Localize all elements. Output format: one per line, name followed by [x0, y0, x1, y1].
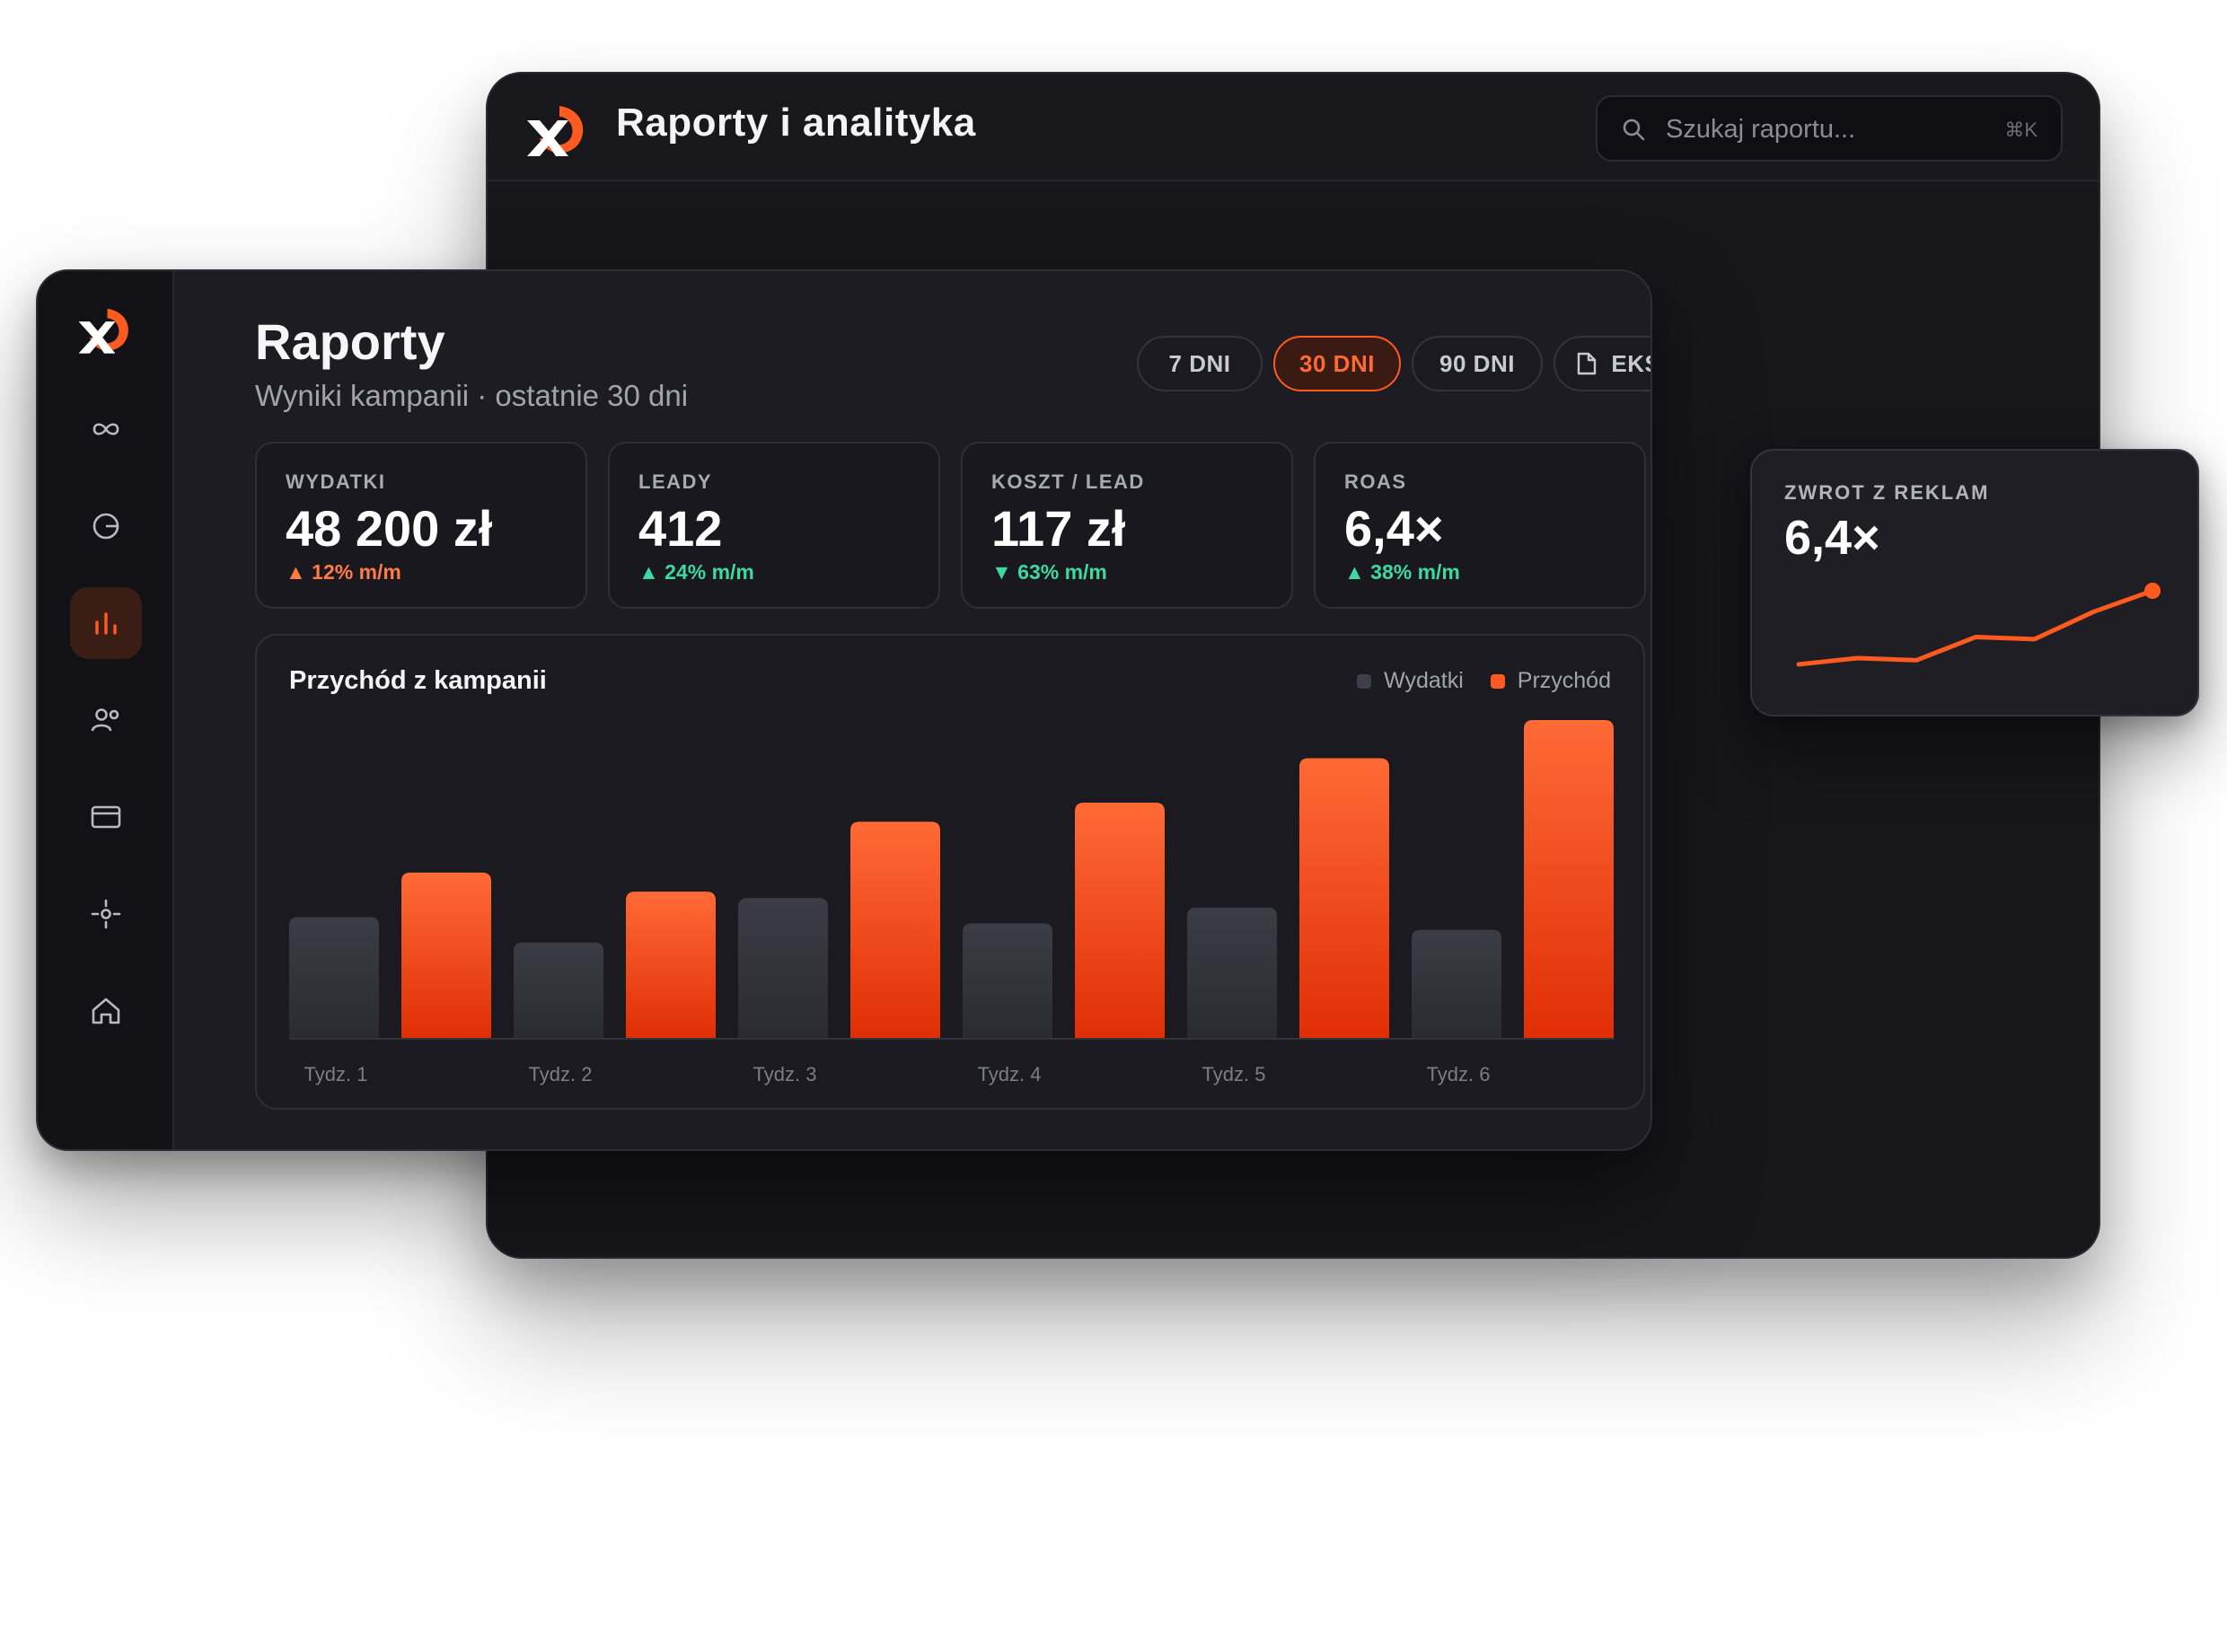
sidebar-item-overview[interactable]: [70, 490, 142, 562]
bar-spend[interactable]: [1187, 907, 1277, 1038]
sidebar-item-reports[interactable]: [70, 587, 142, 659]
sidebar-item-home[interactable]: [70, 975, 142, 1047]
x-tick-label: Tydz. 6: [1427, 1063, 1491, 1085]
reports-window: Raporty Wyniki kampanii · ostatnie 30 dn…: [36, 269, 1652, 1151]
page-title: Raporty: [255, 313, 445, 370]
brand-logo-icon[interactable]: [75, 303, 133, 356]
page-subtitle: Wyniki kampanii · ostatnie 30 dni: [255, 379, 689, 412]
kpi-card-leads: LEADY 412 ▲ 24% m/m: [608, 442, 940, 609]
bar-chart-icon: [95, 612, 117, 635]
bar-spend[interactable]: [1412, 929, 1501, 1038]
x-tick-label: Tydz. 5: [1202, 1063, 1266, 1085]
bar-spend[interactable]: [289, 917, 379, 1038]
search-shortcut-hint: ⌘K: [2004, 119, 2038, 141]
sidebar-item-targeting[interactable]: [70, 878, 142, 950]
legend-swatch: [1490, 673, 1505, 689]
x-tick-label: Tydz. 4: [978, 1063, 1042, 1085]
range-30-days-button[interactable]: 30 DNI: [1273, 336, 1401, 391]
bar-revenue[interactable]: [626, 892, 716, 1038]
kpi-delta: ▲ 12% m/m: [286, 560, 401, 584]
roas-floating-card: ZWROT Z REKLAM 6,4×: [1750, 449, 2199, 716]
range-90-days-button[interactable]: 90 DNI: [1412, 336, 1543, 391]
bar-revenue[interactable]: [1299, 758, 1389, 1038]
export-button[interactable]: EKSPORT: [1554, 336, 1650, 391]
legend-swatch: [1357, 673, 1372, 689]
kpi-label: LEADY: [638, 470, 713, 493]
legend-label: Wydatki: [1384, 668, 1464, 693]
kpi-label: WYDATKI: [286, 470, 386, 493]
kpi-label: ROAS: [1344, 470, 1407, 493]
brand-logo-icon: [527, 106, 584, 156]
back-header: Raporty i analityka Szukaj raportu... ⌘K: [488, 74, 2099, 181]
home-icon: [92, 997, 120, 1024]
credit-card-icon: [91, 805, 121, 829]
roas-sparkline: [1796, 583, 2161, 667]
bar-spend[interactable]: [738, 898, 828, 1038]
export-label: EKSPORT: [1611, 349, 1650, 377]
kpi-value: 6,4×: [1344, 500, 1444, 557]
kpi-card-spend: WYDATKI 48 200 zł ▲ 12% m/m: [255, 442, 587, 609]
app-title: Raporty i analityka: [616, 101, 976, 145]
bar-revenue[interactable]: [401, 872, 491, 1038]
sidebar-item-campaigns[interactable]: [70, 393, 142, 465]
legend-item-revenue[interactable]: Przychód: [1490, 668, 1611, 694]
kpi-delta: ▲ 38% m/m: [1344, 560, 1460, 584]
kpi-delta: ▲ 24% m/m: [638, 560, 754, 584]
roas-label: ZWROT Z REKLAM: [1784, 481, 1990, 504]
kpi-delta: ▼ 63% m/m: [991, 560, 1107, 584]
roas-value: 6,4×: [1784, 511, 1880, 565]
sidebar-item-audience[interactable]: [70, 684, 142, 756]
target-icon: [91, 899, 121, 929]
sidebar-item-billing[interactable]: [70, 781, 142, 853]
sparkline-end-dot: [2144, 583, 2161, 599]
main-content: Raporty Wyniki kampanii · ostatnie 30 dn…: [174, 271, 1650, 1149]
pie-chart-icon: [92, 513, 119, 540]
chart-legend: Wydatki Przychód: [1330, 668, 1611, 694]
x-tick-label: Tydz. 2: [529, 1063, 593, 1085]
sparkline-path: [1796, 588, 2155, 667]
legend-label: Przychód: [1517, 668, 1611, 693]
kpi-label: KOSZT / LEAD: [991, 470, 1145, 493]
document-icon: [1578, 352, 1597, 375]
revenue-bar-chart: Tydz. 1 Tydz. 2 Tydz. 3 Tydz. 4 Tydz. 5 Tydz.…: [289, 720, 1615, 1085]
search-input[interactable]: Szukaj raportu...: [1666, 115, 1856, 144]
kpi-card-cost-per-lead: KOSZT / LEAD 117 zł ▼ 63% m/m: [961, 442, 1293, 609]
x-tick-label: Tydz. 3: [753, 1063, 817, 1085]
bar-revenue[interactable]: [1075, 803, 1165, 1038]
chart-title: Przychód z kampanii: [289, 666, 547, 695]
x-tick-label: Tydz. 1: [304, 1063, 368, 1085]
bar-revenue[interactable]: [850, 822, 940, 1038]
bar-spend[interactable]: [963, 923, 1052, 1038]
sidebar: [38, 271, 174, 1149]
infinity-icon: [92, 423, 119, 435]
search-icon: [1623, 119, 1645, 141]
kpi-value: 117 zł: [991, 500, 1126, 557]
kpi-value: 48 200 zł: [286, 500, 493, 557]
range-7-days-button[interactable]: 7 DNI: [1137, 336, 1263, 391]
legend-item-spend[interactable]: Wydatki: [1357, 668, 1464, 694]
kpi-value: 412: [638, 500, 723, 557]
search-box[interactable]: Szukaj raportu... ⌘K: [1596, 95, 2063, 162]
revenue-chart-card: Tydz. 1 Tydz. 2 Tydz. 3 Tydz. 4 Tydz. 5 Tydz.…: [255, 634, 1645, 1110]
kpi-card-roas: ROAS 6,4× ▲ 38% m/m: [1314, 442, 1646, 609]
bar-spend[interactable]: [514, 942, 603, 1038]
users-icon: [91, 708, 119, 732]
bar-revenue[interactable]: [1524, 720, 1614, 1038]
